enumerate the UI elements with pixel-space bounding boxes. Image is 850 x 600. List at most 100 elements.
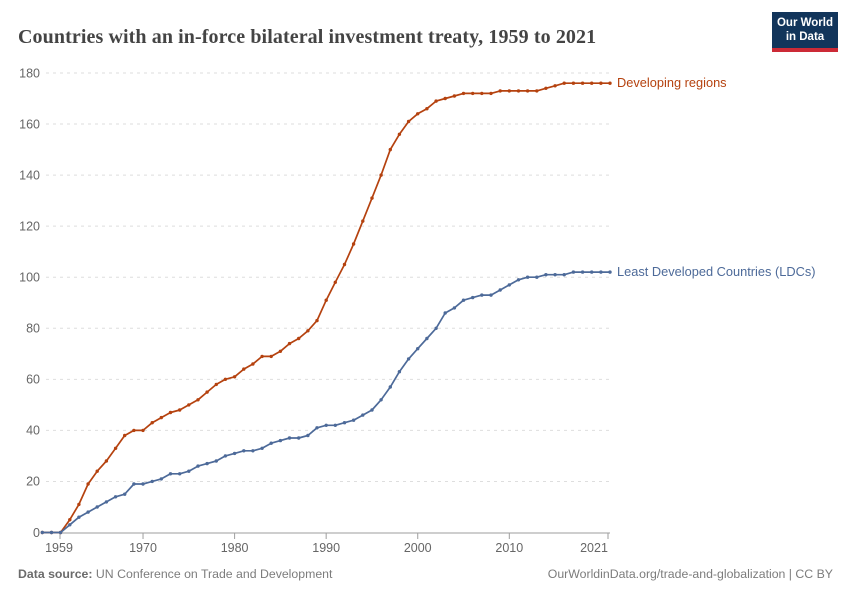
data-point (461, 298, 466, 302)
series-developing-regions[interactable] (40, 81, 612, 535)
data-point (333, 280, 337, 284)
data-source-note: Data source: UN Conference on Trade and … (18, 567, 332, 581)
owid-logo-line1: Our World (776, 17, 833, 29)
y-tick-label: 80 (26, 322, 40, 336)
data-point (434, 326, 438, 330)
y-gridlines (42, 72, 612, 534)
x-tick-label: 1990 (312, 541, 340, 555)
series-line-developing-regions[interactable] (41, 82, 611, 534)
data-point (461, 91, 466, 96)
data-point (525, 275, 530, 279)
x-tick-label: 1970 (129, 541, 157, 555)
data-point (562, 81, 566, 85)
data-point (544, 273, 548, 277)
owid-url-link[interactable]: OurWorldinData.org/trade-and-globalizati… (547, 567, 833, 581)
data-point (507, 89, 511, 93)
data-point (223, 454, 228, 458)
data-point (287, 341, 292, 346)
data-point (297, 436, 301, 440)
data-point (104, 459, 109, 463)
y-tick-label: 100 (19, 271, 40, 285)
data-point (150, 479, 154, 484)
data-point (361, 413, 365, 417)
data-point (590, 270, 594, 274)
data-point (571, 270, 576, 274)
data-point (397, 132, 402, 136)
data-point (489, 91, 493, 96)
data-point (315, 318, 319, 323)
data-point (599, 81, 603, 85)
data-point (608, 270, 612, 274)
data-point (498, 89, 502, 93)
data-point (580, 81, 585, 85)
data-point (324, 298, 328, 302)
data-point (132, 482, 136, 486)
data-point (397, 370, 402, 374)
data-point (516, 89, 521, 93)
data-point (205, 390, 209, 394)
y-tick-label: 40 (26, 424, 40, 438)
data-point (425, 336, 429, 341)
data-point (287, 436, 292, 440)
data-point (242, 367, 246, 371)
y-tick-label: 120 (19, 219, 40, 233)
data-point (278, 349, 283, 353)
data-point (452, 94, 457, 98)
data-point (68, 518, 72, 522)
data-point (232, 375, 237, 379)
data-point (507, 283, 511, 287)
data-point (406, 119, 411, 124)
data-point (480, 293, 484, 297)
data-point (104, 500, 109, 504)
data-point (205, 461, 209, 466)
data-point (370, 408, 374, 412)
data-point (361, 219, 365, 223)
x-tick-label: 1980 (221, 541, 249, 555)
data-point (406, 357, 411, 361)
y-axis-labels: 0 20 40 60 80 100 120 140 160 180 (19, 66, 40, 540)
data-point (333, 423, 337, 427)
series-end-label-ldcs[interactable]: Least Developed Countries (LDCs) (617, 264, 816, 280)
data-point (379, 173, 383, 177)
data-point (251, 362, 255, 366)
data-point (379, 398, 383, 402)
data-point (297, 336, 301, 341)
data-point (498, 288, 502, 292)
series-ldcs[interactable] (40, 270, 612, 535)
data-point (168, 472, 173, 476)
data-point (260, 446, 264, 450)
data-point (416, 347, 420, 351)
data-point (590, 81, 594, 85)
data-point (324, 423, 328, 427)
data-point (214, 382, 218, 387)
data-point (553, 273, 557, 277)
data-point (196, 464, 200, 468)
data-point (159, 477, 163, 481)
data-point (187, 469, 191, 473)
data-point (571, 81, 576, 85)
data-source-text: UN Conference on Trade and Development (92, 567, 333, 581)
data-point (123, 492, 127, 496)
y-tick-label: 20 (26, 475, 40, 489)
data-point (187, 403, 191, 407)
data-point (315, 426, 319, 430)
data-point (535, 275, 539, 279)
data-point (388, 147, 392, 152)
data-point (535, 89, 539, 93)
series-end-label-developing-regions[interactable]: Developing regions (617, 75, 727, 91)
data-point (425, 107, 429, 111)
data-point (342, 262, 347, 267)
y-tick-label: 160 (19, 117, 40, 131)
data-point (452, 306, 457, 310)
data-point (150, 421, 154, 425)
data-point (342, 421, 347, 425)
data-point (196, 398, 200, 402)
data-point (77, 502, 81, 507)
owid-logo[interactable]: Our World in Data (772, 12, 838, 52)
data-point (159, 415, 163, 420)
data-point (132, 428, 136, 433)
series-line-ldcs[interactable] (41, 271, 611, 534)
data-point (489, 293, 493, 297)
data-point (471, 295, 475, 300)
